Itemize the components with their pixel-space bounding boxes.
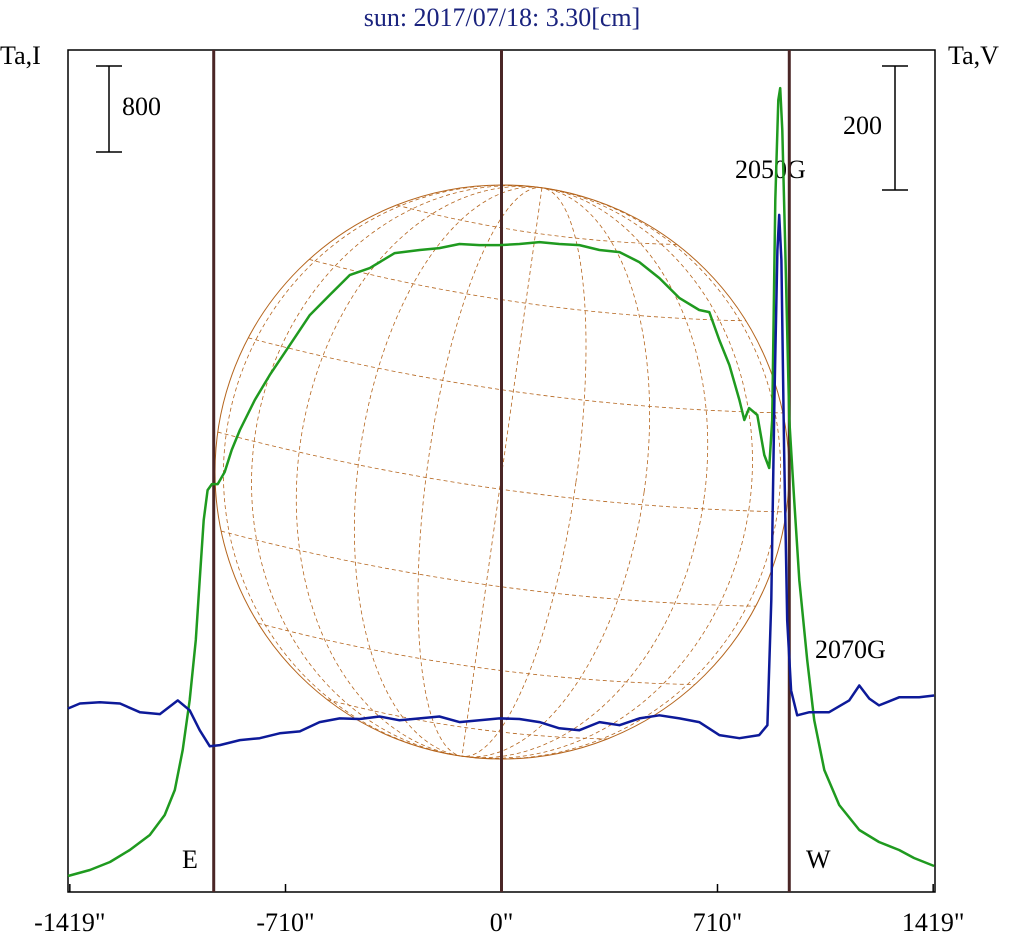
parallel xyxy=(257,622,695,685)
data-line xyxy=(67,86,935,878)
chart-title: sun: 2017/07/18: 3.30[cm] xyxy=(364,3,641,32)
annotation: W xyxy=(806,845,831,874)
annotation: E xyxy=(182,845,198,874)
meridian xyxy=(353,186,651,758)
annotation: 2070G xyxy=(815,635,886,664)
scale-bar xyxy=(96,65,122,153)
scale-bar xyxy=(882,65,908,191)
parallel xyxy=(396,204,677,245)
x-tick-label: -1419" xyxy=(34,908,105,937)
parallel xyxy=(309,259,746,322)
y2-axis-label: Ta,V xyxy=(948,41,999,70)
x-tick-label: 710" xyxy=(693,908,743,937)
scale-bar-label: 200 xyxy=(843,111,882,140)
parallel xyxy=(248,337,783,414)
data-line xyxy=(67,213,935,748)
x-tick-label: 1419" xyxy=(902,908,965,937)
scale-bar-label: 800 xyxy=(122,92,161,121)
x-tick-label: 0" xyxy=(490,908,514,937)
parallel xyxy=(221,530,756,607)
parallel xyxy=(217,431,787,513)
y-axis-label: Ta,I xyxy=(0,41,41,70)
x-tick-label: -710" xyxy=(256,908,314,937)
annotation: 2050G xyxy=(735,155,806,184)
parallel xyxy=(327,699,608,740)
